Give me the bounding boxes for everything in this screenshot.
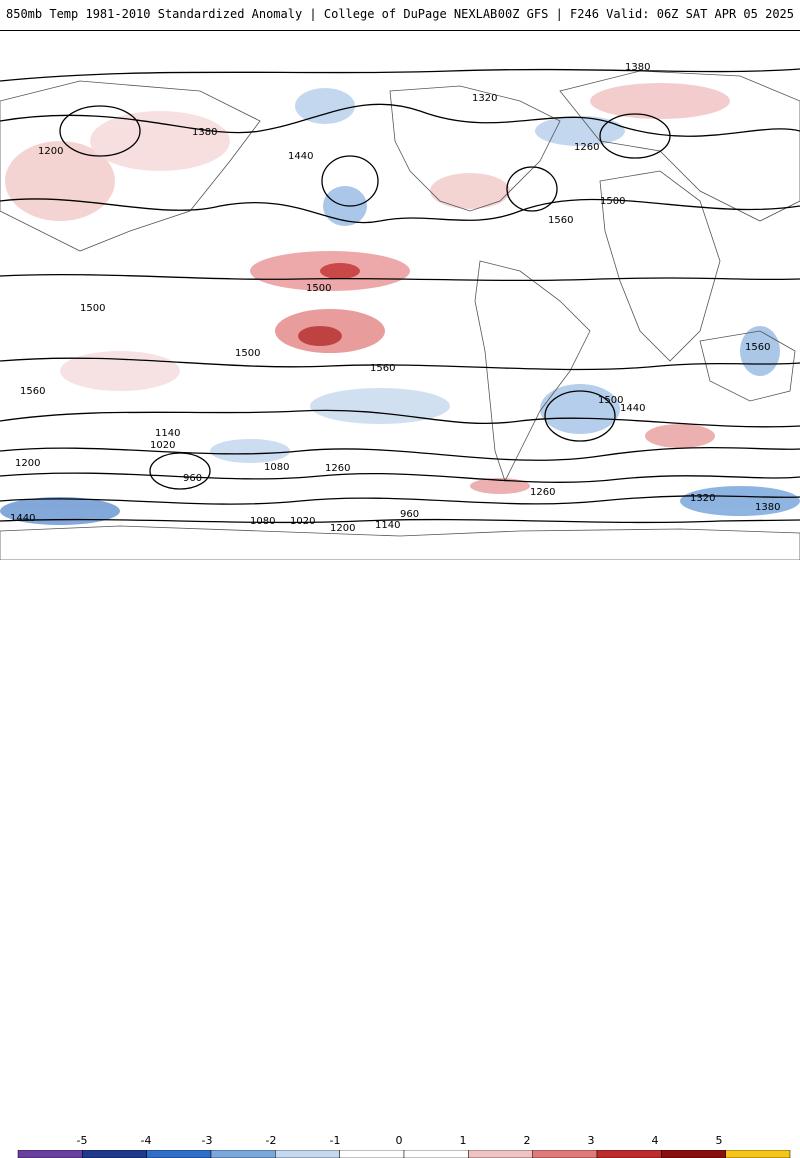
colorbar-tick: -5 [76, 1134, 88, 1147]
contour-label: 1380 [625, 62, 650, 73]
colorbar-tick: 2 [523, 1134, 531, 1147]
contour-label: 1200 [15, 458, 40, 469]
colorbar-swatch [275, 1150, 340, 1158]
anomaly-map[interactable]: 1380 1380 1440 1500 1560 1320 1260 1200 … [0, 30, 800, 561]
contour-label: 1320 [690, 493, 715, 504]
colorbar-swatch [468, 1150, 533, 1158]
colorbar: -5 -4 -3 -2 -1 0 1 2 3 4 5 [0, 560, 800, 1158]
contour-label: 1260 [574, 142, 599, 153]
contour-label: 1200 [38, 146, 63, 157]
contour-label: 1200 [330, 523, 355, 534]
contour-label: 1500 [306, 283, 331, 294]
contour-label: 1500 [598, 395, 623, 406]
africa [599, 170, 721, 362]
contour-label: 960 [183, 473, 202, 484]
contour-label: 1560 [745, 342, 770, 353]
colorbar-swatch [339, 1150, 405, 1158]
contour-label: 1500 [600, 196, 625, 207]
colorbar-swatch [210, 1150, 276, 1158]
contour-label: 1380 [755, 502, 780, 513]
colorbar-swatch [403, 1150, 469, 1158]
warm-anomaly [5, 141, 115, 221]
colorbar-swatches [17, 1150, 791, 1158]
contour-label: 1020 [290, 516, 315, 527]
colorbar-tick: -2 [265, 1134, 277, 1147]
cold-anomaly [540, 384, 620, 434]
contour-label: 1440 [620, 403, 645, 414]
warm-anomaly [60, 351, 180, 391]
warm-anomaly [430, 173, 510, 209]
contour-label: 1560 [370, 363, 395, 374]
cold-anomaly [210, 439, 290, 463]
contour-label: 1500 [80, 303, 105, 314]
contour-labels: 1380 1380 1440 1500 1560 1320 1260 1200 … [10, 62, 780, 534]
warm-anomaly [470, 478, 530, 494]
run-info: 00Z GFS | F246 Valid: 06Z SAT APR 05 202… [497, 7, 794, 21]
cold-anomaly [535, 116, 625, 146]
header: 850mb Temp 1981-2010 Standardized Anomal… [0, 0, 800, 30]
cold-anomaly [295, 88, 355, 124]
colorbar-tick: -1 [329, 1134, 341, 1147]
contour-label: 1080 [250, 516, 275, 527]
warm-anomaly [320, 263, 360, 279]
colorbar-tick: 5 [715, 1134, 723, 1147]
height-contours [0, 68, 800, 524]
coastlines [0, 70, 800, 560]
map-title: 850mb Temp 1981-2010 Standardized Anomal… [6, 7, 498, 21]
cold-anomaly [0, 497, 120, 525]
contour-label: 1260 [325, 463, 350, 474]
contour-label: 1080 [264, 462, 289, 473]
cold-anomaly [310, 388, 450, 424]
contour-label: 960 [400, 509, 419, 520]
colorbar-tick: 4 [651, 1134, 659, 1147]
contour-label: 1500 [235, 348, 260, 359]
map-canvas: 1380 1380 1440 1500 1560 1320 1260 1200 … [0, 62, 800, 560]
colorbar-swatch [532, 1150, 598, 1158]
colorbar-tick: -3 [201, 1134, 213, 1147]
colorbar-swatch [146, 1150, 212, 1158]
colorbar-swatch [661, 1150, 726, 1158]
australia [699, 330, 796, 402]
contour-label: 1140 [375, 520, 400, 531]
colorbar-tick: 3 [587, 1134, 595, 1147]
contour-label: 1440 [10, 513, 35, 524]
colorbar-tick: 0 [395, 1134, 403, 1147]
contour-label: 1560 [548, 215, 573, 226]
antarctica [0, 525, 800, 560]
south-america [474, 260, 591, 483]
colorbar-swatch [17, 1150, 83, 1158]
asia [0, 80, 261, 252]
contour-label: 1260 [530, 487, 555, 498]
warm-anomaly [645, 424, 715, 448]
warm-anomaly [590, 83, 730, 119]
colorbar-swatch [596, 1150, 662, 1158]
anomaly-shading [0, 83, 800, 525]
warm-anomaly [90, 111, 230, 171]
colorbar-labels: -5 -4 -3 -2 -1 0 1 2 3 4 5 [0, 1134, 800, 1148]
contour-label: 1560 [20, 386, 45, 397]
europe [559, 70, 800, 222]
colorbar-tick: 1 [459, 1134, 467, 1147]
warm-anomaly [298, 326, 342, 346]
cold-anomaly [680, 486, 800, 516]
contour-label: 1140 [155, 428, 180, 439]
contour-label: 1440 [288, 151, 313, 162]
colorbar-swatch [82, 1150, 147, 1158]
colorbar-swatch [725, 1150, 791, 1158]
north-america [389, 85, 561, 212]
contour-label: 1380 [192, 127, 217, 138]
colorbar-tick: -4 [140, 1134, 152, 1147]
contour-label: 1320 [472, 93, 497, 104]
contour-label: 1020 [150, 440, 175, 451]
